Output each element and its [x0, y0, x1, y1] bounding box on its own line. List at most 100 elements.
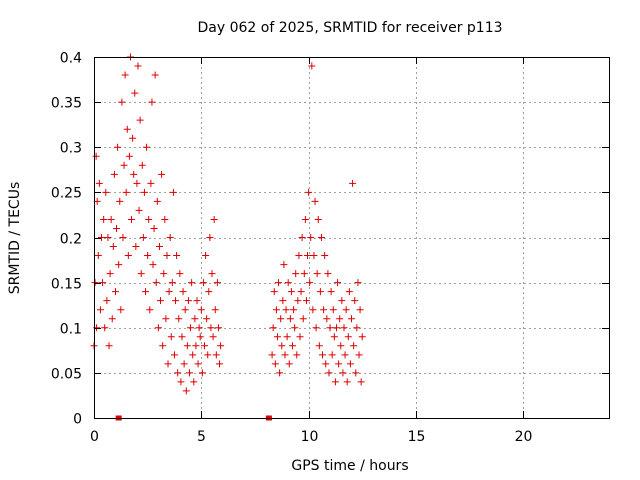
- data-point: [159, 342, 167, 350]
- data-point: [273, 333, 281, 341]
- data-point: [104, 234, 112, 241]
- data-point: [350, 342, 358, 350]
- data-point: [293, 351, 301, 359]
- data-point: [339, 369, 347, 377]
- data-point: [193, 297, 201, 305]
- data-point: [195, 324, 203, 332]
- data-point: [206, 234, 214, 241]
- data-point: [338, 297, 346, 305]
- data-point: [133, 179, 141, 187]
- data-point: [214, 324, 222, 332]
- data-point: [136, 116, 144, 124]
- data-point: [122, 188, 130, 196]
- x-tick-label: 5: [197, 429, 206, 445]
- data-point: [150, 224, 158, 232]
- x-tick-label: 20: [515, 429, 533, 445]
- data-point: [181, 306, 189, 314]
- data-point: [348, 315, 355, 323]
- data-point: [205, 288, 213, 296]
- data-point: [173, 252, 181, 260]
- data-point: [305, 188, 313, 196]
- data-point: [170, 351, 178, 359]
- data-point: [298, 234, 306, 241]
- y-tick-label: 0.25: [51, 186, 82, 202]
- data-point: [353, 324, 361, 332]
- data-point: [162, 315, 170, 323]
- data-point: [117, 306, 125, 314]
- data-point: [351, 297, 359, 305]
- data-point: [202, 252, 210, 260]
- data-point: [168, 279, 176, 287]
- data-point: [276, 369, 284, 377]
- data-point: [182, 387, 190, 395]
- data-point: [323, 315, 331, 323]
- data-point: [313, 270, 321, 278]
- data-point: [142, 288, 149, 296]
- data-point: [115, 261, 123, 269]
- data-point: [308, 62, 316, 70]
- data-point: [217, 342, 225, 350]
- data-point: [286, 315, 294, 323]
- data-point: [357, 378, 365, 386]
- x-axis-label: GPS time / hours: [291, 458, 408, 474]
- data-point: [208, 270, 216, 278]
- data-point: [166, 234, 174, 241]
- data-point: [179, 288, 187, 296]
- data-point: [177, 378, 185, 386]
- data-point: [111, 288, 119, 296]
- data-point: [148, 98, 156, 106]
- data-point: [172, 297, 180, 305]
- data-point: [335, 360, 343, 368]
- data-point: [155, 243, 163, 251]
- data-point: [146, 306, 154, 314]
- data-point: [107, 215, 115, 223]
- data-point: [152, 279, 160, 287]
- data-point: [147, 179, 155, 187]
- data-point: [294, 297, 302, 305]
- y-tick-label: 0.15: [51, 277, 82, 293]
- data-point: [196, 333, 204, 341]
- data-point: [198, 369, 206, 377]
- data-point: [310, 252, 318, 260]
- data-point: [135, 206, 143, 214]
- data-point: [190, 378, 198, 386]
- data-point: [110, 170, 118, 178]
- data-point: [326, 324, 334, 332]
- data-point: [191, 315, 199, 323]
- data-point: [121, 71, 129, 79]
- data-point: [270, 288, 278, 296]
- data-point: [163, 252, 171, 260]
- data-point: [291, 324, 299, 332]
- data-point: [189, 351, 197, 359]
- data-point: [340, 324, 348, 332]
- data-point: [336, 315, 344, 323]
- data-point: [301, 215, 309, 223]
- data-point: [325, 369, 333, 377]
- data-point: [269, 324, 277, 332]
- data-point: [144, 252, 152, 260]
- grid-lines: [94, 57, 609, 418]
- data-point: [130, 170, 138, 178]
- data-point: [108, 315, 116, 323]
- data-point: [169, 188, 177, 196]
- data-point: [101, 324, 109, 332]
- data-point: [165, 288, 173, 296]
- data-point: [279, 297, 287, 305]
- data-point: [143, 143, 151, 151]
- data-point: [334, 279, 342, 287]
- data-point: [290, 306, 298, 314]
- data-point: [307, 234, 315, 241]
- data-point: [118, 98, 126, 106]
- data-point: [207, 324, 215, 332]
- data-point: [280, 261, 288, 269]
- data-point: [343, 378, 351, 386]
- data-points: [90, 53, 366, 395]
- data-point: [103, 297, 111, 305]
- data-point: [300, 270, 308, 278]
- data-point: [284, 279, 292, 287]
- y-tick-label: 0: [73, 412, 82, 428]
- data-point: [96, 306, 104, 314]
- data-point: [140, 188, 148, 196]
- y-tick-label: 0.3: [60, 141, 82, 157]
